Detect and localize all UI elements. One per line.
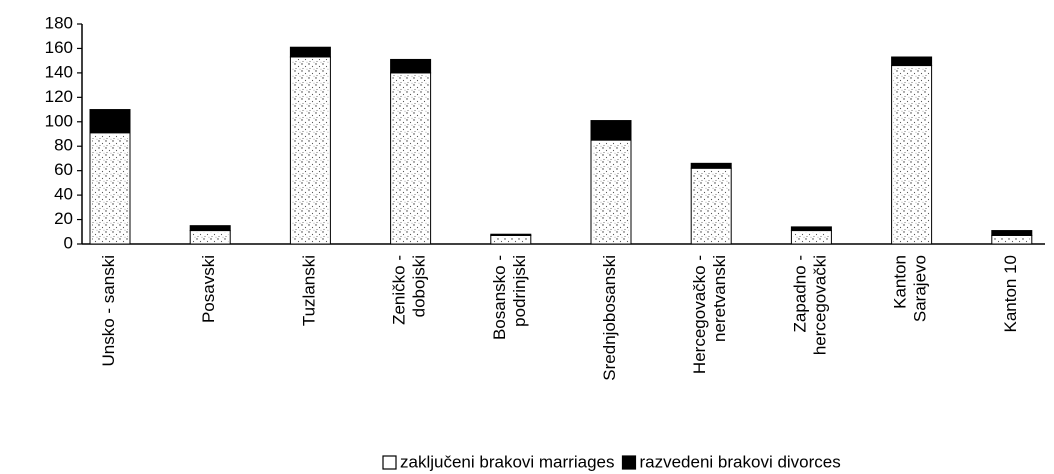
- x-tick-label: Kanton 10: [1001, 255, 1020, 333]
- x-tick-label: Zapadno -hercegovački: [791, 255, 830, 355]
- y-tick-label: 80: [54, 136, 73, 155]
- bar-segment: [991, 230, 1033, 236]
- bar-texture: [392, 74, 429, 243]
- y-tick-label: 120: [45, 87, 73, 106]
- bar-segment: [89, 109, 131, 134]
- bar-texture: [292, 59, 329, 243]
- bar-texture: [893, 67, 930, 243]
- bar-segment: [289, 46, 331, 58]
- y-tick-label: 140: [45, 62, 73, 81]
- x-tick-label: Tuzlanski: [300, 255, 319, 326]
- y-tick-label: 160: [45, 38, 73, 57]
- legend-swatch: [621, 455, 637, 470]
- x-tick-label: Unsko - sanski: [99, 255, 118, 366]
- bar-segment: [490, 233, 532, 236]
- x-tick-label: Bosansko -podrinjski: [490, 255, 529, 340]
- x-tick-label: Hercegovačko -neretvanski: [691, 255, 730, 374]
- bar-segment: [790, 226, 832, 232]
- bar-texture: [492, 237, 529, 243]
- bar-texture: [92, 134, 128, 243]
- y-tick-label: 20: [54, 209, 73, 228]
- x-tick-label: Srednjobosanski: [600, 255, 619, 381]
- bar-segment: [690, 162, 732, 169]
- bar-texture: [993, 237, 1030, 243]
- legend-label: zaključeni brakovi marriages: [400, 452, 614, 471]
- bar-segment: [590, 120, 632, 141]
- bar-segment: [189, 225, 231, 232]
- bar-texture: [593, 142, 629, 243]
- x-tick-label: KantonSarajevo: [891, 255, 930, 322]
- bar-segment: [891, 56, 933, 67]
- y-tick-label: 60: [54, 160, 73, 179]
- bar-texture: [693, 170, 730, 243]
- y-tick-label: 100: [45, 111, 73, 130]
- legend: zaključeni brakovi marriages razvedeni br…: [382, 452, 841, 471]
- x-tick-label: Posavski: [200, 255, 219, 323]
- bar-segment: [390, 58, 432, 74]
- legend-label: razvedeni brakovi divorces: [639, 452, 840, 471]
- y-tick-label: 0: [64, 233, 73, 252]
- legend-swatch: [382, 455, 397, 470]
- x-tick-label: Zeničko -dobojski: [390, 255, 429, 325]
- bar-texture: [793, 232, 830, 243]
- y-tick-label: 180: [45, 13, 73, 32]
- bar-texture: [192, 232, 229, 243]
- y-tick-label: 40: [54, 185, 73, 204]
